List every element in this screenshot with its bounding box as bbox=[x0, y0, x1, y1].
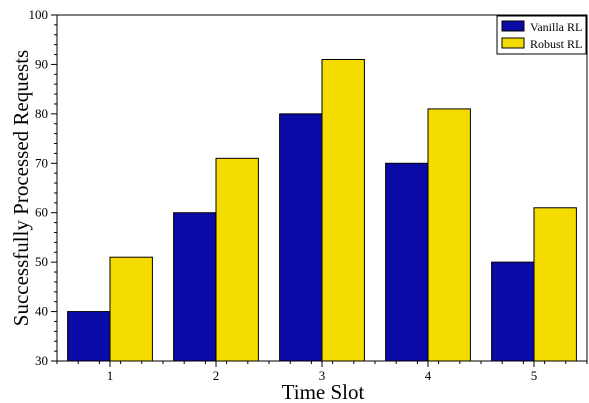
x-tick-label: 5 bbox=[531, 368, 538, 383]
y-tick-label: 50 bbox=[35, 254, 48, 269]
x-tick-label: 3 bbox=[319, 368, 326, 383]
y-tick-label: 40 bbox=[35, 304, 48, 319]
y-tick-label: 60 bbox=[35, 205, 48, 220]
y-tick-label: 70 bbox=[35, 155, 48, 170]
x-tick-label: 1 bbox=[107, 368, 114, 383]
bar-series-1-cat-3 bbox=[279, 113, 323, 362]
y-tick-label: 80 bbox=[35, 106, 48, 121]
bar-series-2-cat-3 bbox=[321, 58, 365, 362]
x-tick-label: 4 bbox=[425, 368, 432, 383]
legend-swatch-1 bbox=[501, 20, 525, 32]
x-axis-title: Time Slot bbox=[282, 380, 365, 403]
y-tick-label: 100 bbox=[29, 7, 49, 22]
legend-swatch-2 bbox=[501, 37, 525, 49]
bar-series-1-cat-4 bbox=[385, 162, 429, 362]
y-tick-label: 30 bbox=[35, 353, 48, 368]
bars-layer bbox=[67, 58, 577, 362]
bar-series-1-cat-2 bbox=[173, 212, 217, 362]
legend-label-1: Vanilla RL bbox=[530, 20, 582, 34]
bar-series-2-cat-4 bbox=[427, 108, 471, 362]
legend-label-2: Robust RL bbox=[530, 37, 582, 51]
bar-series-2-cat-2 bbox=[215, 157, 259, 362]
legend: Vanilla RL Robust RL bbox=[496, 15, 587, 55]
x-tick-label: 2 bbox=[213, 368, 220, 383]
bar-series-2-cat-1 bbox=[109, 256, 153, 362]
bar-series-1-cat-5 bbox=[491, 261, 535, 362]
axes-layer: 30 40 50 60 70 80 90 100 1 2 3 4 5 bbox=[29, 7, 588, 383]
bar-series-2-cat-5 bbox=[533, 207, 577, 362]
y-tick-label: 90 bbox=[35, 56, 48, 71]
y-axis-title: Successfully Processed Requests bbox=[9, 50, 33, 326]
bar-series-1-cat-1 bbox=[67, 311, 111, 362]
